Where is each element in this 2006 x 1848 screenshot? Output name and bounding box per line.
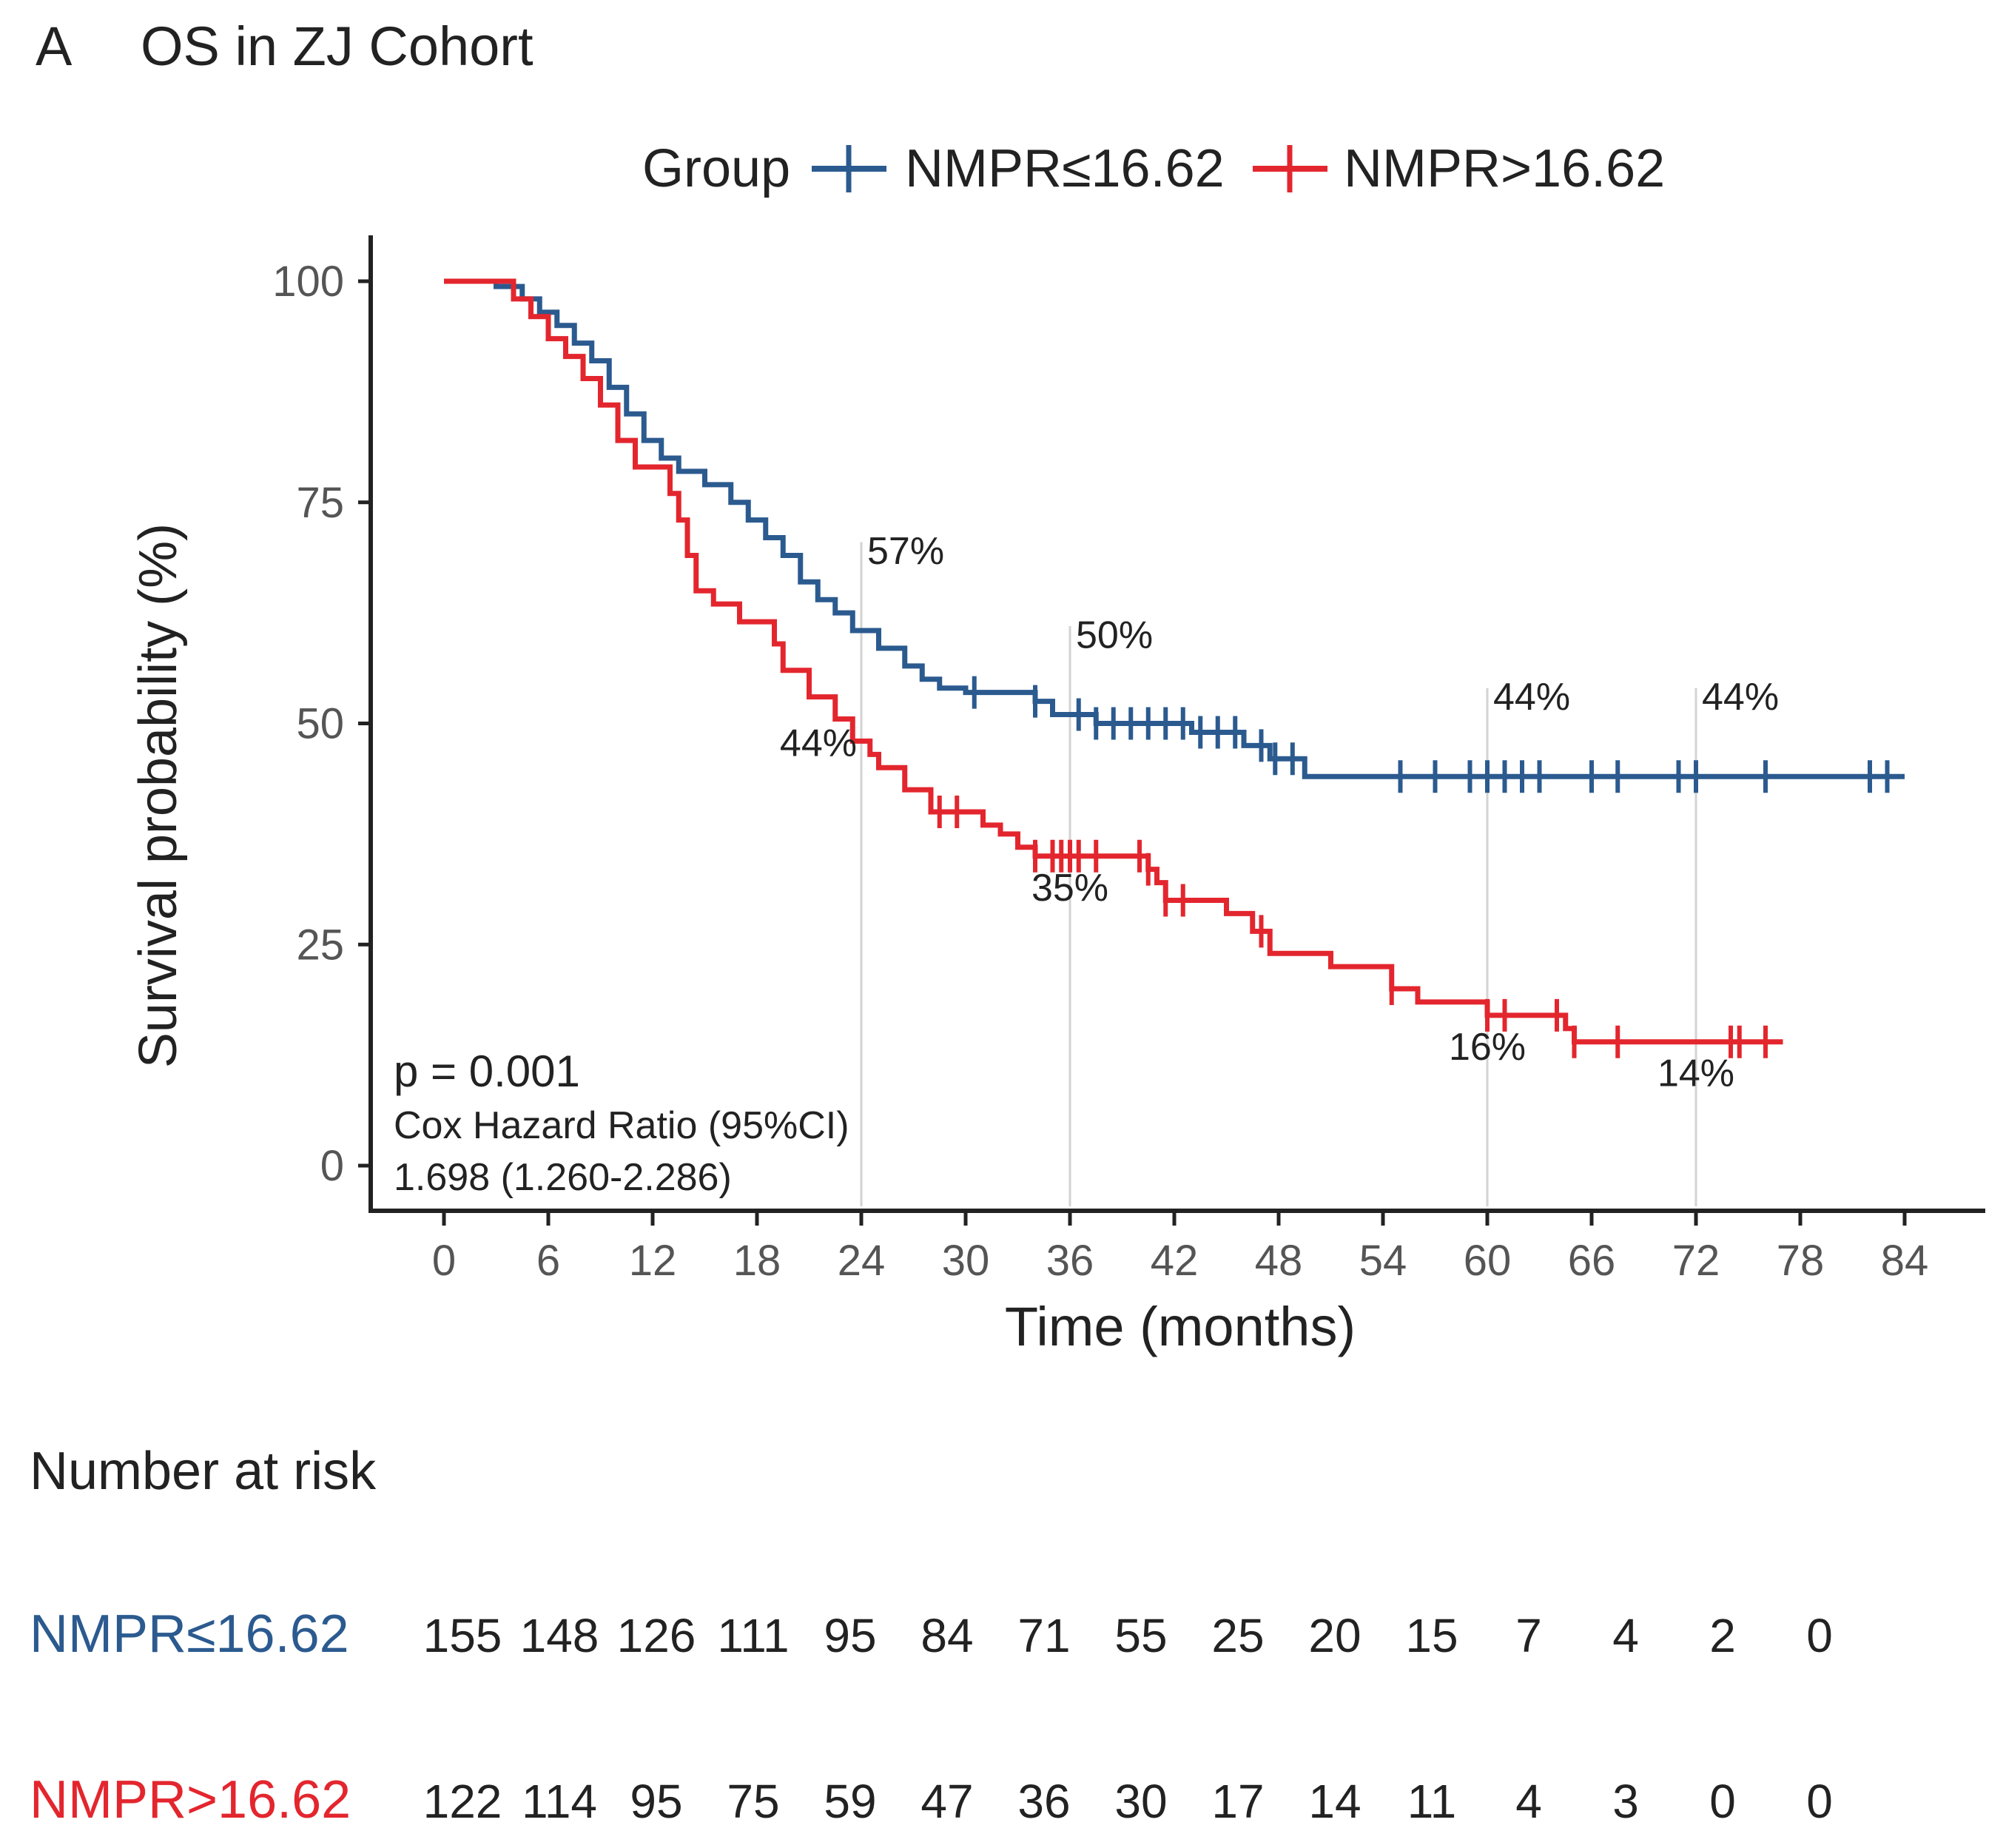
x-ticks: 0 6 12 18 24 30 36 42 48 54 60 66 72 78 84 [432, 1213, 1928, 1285]
x-tick-label-78: 78 [1777, 1237, 1825, 1285]
hazard-ratio-label: Cox Hazard Ratio (95%CI) [394, 1104, 849, 1147]
x-tick-label-6: 6 [536, 1237, 560, 1285]
y-tick-label-100: 100 [272, 258, 344, 306]
risk-value-series-2-t18: 75 [727, 1775, 779, 1828]
risk-value-series-2-t72: 3 [1612, 1775, 1639, 1828]
risk-value-series-1-t0: 155 [423, 1609, 502, 1662]
y-tick-label-0: 0 [320, 1142, 344, 1190]
x-tick-label-0: 0 [432, 1237, 456, 1285]
risk-value-series-1-t66: 7 [1515, 1609, 1542, 1662]
stats-annotation: p = 0.001 Cox Hazard Ratio (95%CI) 1.698… [394, 1046, 849, 1199]
risk-value-series-2-t60: 11 [1407, 1775, 1456, 1828]
x-tick-label-24: 24 [838, 1237, 886, 1285]
risk-value-series-1-t72: 4 [1612, 1609, 1639, 1662]
km-curve-series-2 [444, 278, 1783, 1045]
risk-value-series-1-t12: 126 [617, 1609, 696, 1662]
hazard-ratio-value: 1.698 (1.260-2.286) [394, 1156, 732, 1199]
risk-value-series-2-t48: 17 [1211, 1775, 1264, 1828]
landmark-label-36-series-1: 50% [1076, 614, 1153, 657]
risk-value-series-1-t60: 15 [1405, 1609, 1458, 1662]
risk-value-series-1-t24: 95 [824, 1609, 876, 1662]
risk-value-series-1-t6: 148 [520, 1609, 599, 1662]
risk-row-label-series-1: NMPR≤16.62 [30, 1605, 349, 1664]
risk-value-series-2-t54: 14 [1308, 1775, 1361, 1828]
legend-key-series-2 [1253, 145, 1327, 192]
landmark-label-72-series-1: 44% [1702, 676, 1779, 719]
y-axis-label: Survival probability (%) [129, 523, 188, 1068]
y-ticks: 0 25 50 75 100 [272, 258, 371, 1190]
at-risk-title: Number at risk [30, 1442, 377, 1501]
legend-label-series-2: NMPR>16.62 [1344, 139, 1665, 198]
x-tick-label-66: 66 [1568, 1237, 1616, 1285]
x-tick-label-48: 48 [1255, 1237, 1303, 1285]
y-tick-label-75: 75 [296, 479, 344, 527]
landmark-labels: 57% 44% 50% 35% 44% 16% 44% 14% [780, 530, 1779, 1095]
risk-value-series-2-t12: 95 [630, 1775, 682, 1828]
risk-value-series-1-t84: 0 [1806, 1609, 1833, 1662]
risk-row-label-series-2: NMPR>16.62 [30, 1770, 351, 1829]
landmark-label-24-series-2: 44% [780, 722, 857, 765]
landmark-label-36-series-2: 35% [1031, 867, 1108, 910]
risk-value-series-1-t78: 2 [1709, 1609, 1736, 1662]
x-tick-label-12: 12 [629, 1237, 677, 1285]
x-tick-label-42: 42 [1151, 1237, 1199, 1285]
risk-value-series-2-t30: 47 [920, 1775, 973, 1828]
risk-value-series-2-t24: 59 [824, 1775, 876, 1828]
legend-key-series-1 [812, 145, 886, 192]
chart-title: OS in ZJ Cohort [141, 16, 534, 77]
risk-value-series-2-t36: 36 [1017, 1775, 1070, 1828]
risk-value-series-1-t36: 71 [1017, 1609, 1070, 1662]
risk-value-series-1-t42: 55 [1114, 1609, 1167, 1662]
risk-value-series-2-t84: 0 [1806, 1775, 1833, 1828]
x-tick-label-36: 36 [1046, 1237, 1094, 1285]
risk-value-series-2-t42: 30 [1114, 1775, 1167, 1828]
km-curves [444, 278, 1905, 1045]
landmark-label-60-series-1: 44% [1493, 676, 1570, 719]
landmark-label-24-series-1: 57% [867, 530, 944, 573]
x-tick-label-60: 60 [1464, 1237, 1512, 1285]
risk-value-series-1-t18: 111 [717, 1609, 789, 1662]
risk-value-series-1-t30: 84 [920, 1609, 973, 1662]
y-tick-label-25: 25 [296, 921, 344, 969]
legend-label-series-1: NMPR≤16.62 [905, 139, 1225, 198]
km-curve-series-1 [444, 278, 1905, 779]
y-tick-label-50: 50 [296, 700, 344, 748]
legend-title: Group [642, 139, 790, 198]
risk-value-series-1-t54: 20 [1308, 1609, 1361, 1662]
x-tick-label-30: 30 [942, 1237, 990, 1285]
x-tick-label-54: 54 [1359, 1237, 1407, 1285]
risk-value-series-2-t78: 0 [1709, 1775, 1736, 1828]
x-tick-label-18: 18 [733, 1237, 781, 1285]
risk-value-series-2-t66: 4 [1515, 1775, 1542, 1828]
risk-value-series-2-t0: 122 [423, 1775, 502, 1828]
p-value: p = 0.001 [394, 1046, 580, 1096]
landmark-label-60-series-2: 16% [1449, 1026, 1526, 1069]
risk-value-series-2-t6: 114 [522, 1775, 597, 1828]
landmark-label-72-series-2: 14% [1657, 1052, 1734, 1095]
x-axis-label: Time (months) [1005, 1296, 1356, 1357]
risk-value-series-1-t48: 25 [1211, 1609, 1264, 1662]
legend: Group NMPR≤16.62 NMPR>16.62 [642, 139, 1665, 198]
panel-label: A [36, 16, 73, 77]
x-tick-label-84: 84 [1881, 1237, 1929, 1285]
landmark-lines [860, 542, 1697, 1206]
censor-marks [937, 676, 1890, 1058]
x-tick-label-72: 72 [1672, 1237, 1720, 1285]
